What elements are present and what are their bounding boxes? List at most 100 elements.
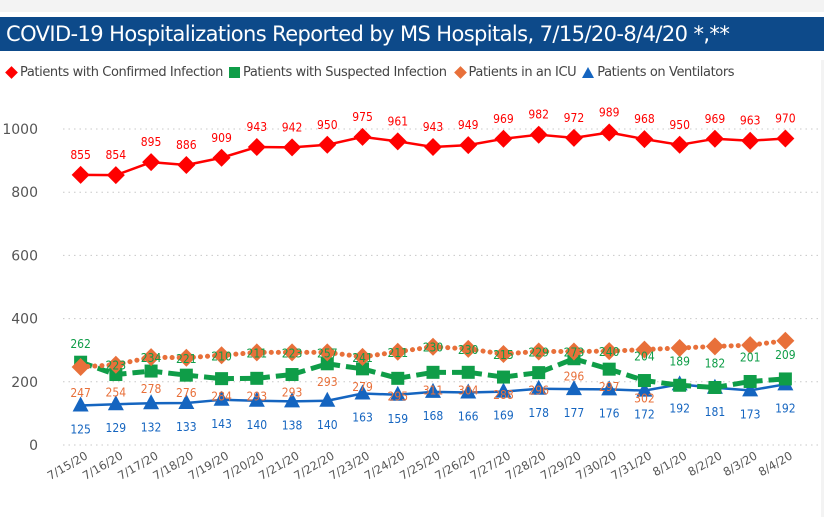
data-point[interactable] (71, 357, 90, 376)
data-point[interactable] (459, 339, 478, 358)
data-point[interactable] (496, 370, 510, 384)
data-point[interactable] (142, 153, 161, 172)
data-point[interactable] (670, 338, 689, 357)
legend-item-confirmed[interactable]: Patients with Confirmed Infection (4, 65, 223, 80)
data-point[interactable] (635, 130, 654, 149)
data-point[interactable] (494, 344, 513, 363)
data-point[interactable] (389, 385, 406, 401)
data-point[interactable] (637, 374, 651, 388)
data-point[interactable] (564, 128, 583, 147)
data-point[interactable] (776, 331, 795, 350)
data-point[interactable] (248, 391, 265, 407)
data-label: 210 (211, 349, 232, 363)
data-point[interactable] (353, 347, 372, 366)
data-point[interactable] (670, 135, 689, 154)
data-point[interactable] (212, 148, 231, 167)
data-point[interactable] (636, 381, 653, 397)
data-point[interactable] (318, 343, 337, 362)
data-point[interactable] (673, 378, 687, 392)
y-tick-label: 0 (29, 438, 38, 454)
data-point[interactable] (215, 372, 229, 386)
data-point[interactable] (565, 380, 582, 396)
data-point[interactable] (495, 382, 512, 398)
data-point[interactable] (320, 357, 334, 371)
data-point[interactable] (107, 395, 124, 411)
data-label: 133 (176, 420, 197, 434)
data-label: 230 (423, 341, 444, 355)
y-tick-label: 200 (11, 375, 38, 391)
legend-item-suspected[interactable]: Patients with Suspected Infection (229, 65, 447, 80)
data-point[interactable] (391, 371, 405, 385)
legend-label: Patients with Confirmed Infection (20, 64, 224, 80)
data-point[interactable] (388, 132, 407, 151)
data-point[interactable] (71, 165, 90, 184)
data-point[interactable] (106, 166, 125, 185)
data-point[interactable] (708, 380, 722, 394)
data-point[interactable] (461, 365, 475, 379)
data-point[interactable] (529, 125, 548, 144)
data-point[interactable] (213, 390, 230, 406)
data-point[interactable] (460, 383, 477, 399)
data-point[interactable] (142, 348, 161, 367)
data-point[interactable] (284, 392, 301, 408)
triangle-marker-icon (582, 66, 595, 78)
data-point[interactable] (532, 366, 546, 380)
data-point[interactable] (705, 129, 724, 148)
data-point[interactable] (743, 374, 757, 388)
data-point[interactable] (600, 123, 619, 142)
data-point[interactable] (356, 362, 370, 376)
data-point[interactable] (529, 342, 548, 361)
y-axis-ticks: 0 200 400 600 800 1000 (2, 122, 38, 454)
data-point[interactable] (564, 342, 583, 361)
data-point[interactable] (741, 336, 760, 355)
data-point[interactable] (319, 391, 336, 407)
data-label: 302 (634, 392, 655, 406)
data-point[interactable] (106, 355, 125, 374)
data-point[interactable] (425, 382, 441, 398)
data-label: 169 (493, 409, 514, 423)
data-point[interactable] (283, 138, 302, 157)
data-point[interactable] (178, 393, 195, 409)
data-point[interactable] (424, 138, 442, 157)
data-point[interactable] (742, 381, 759, 397)
data-point[interactable] (247, 343, 266, 362)
data-point[interactable] (459, 136, 478, 155)
data-label: 296 (528, 384, 549, 398)
data-point[interactable] (424, 337, 442, 356)
legend-item-icu[interactable]: Patients in an ICU (453, 65, 577, 80)
data-point[interactable] (177, 348, 196, 367)
data-label: 254 (106, 386, 127, 400)
data-point[interactable] (318, 135, 337, 154)
data-point[interactable] (602, 362, 616, 376)
data-point[interactable] (778, 372, 792, 386)
data-point[interactable] (143, 394, 160, 410)
data-label: 304 (458, 383, 479, 397)
data-point[interactable] (250, 371, 264, 385)
data-point[interactable] (179, 368, 193, 382)
data-label: 295 (387, 389, 408, 403)
legend-item-ventilators[interactable]: Patients on Ventilators (582, 65, 735, 80)
data-point[interactable] (72, 396, 89, 412)
x-tick-label: 8/1/20 (650, 448, 689, 479)
data-point[interactable] (776, 129, 795, 148)
scrollbar-edge (821, 60, 824, 517)
data-point[interactable] (353, 127, 372, 146)
data-point[interactable] (426, 365, 440, 379)
data-point[interactable] (212, 346, 231, 365)
data-point[interactable] (741, 131, 760, 150)
data-point[interactable] (601, 380, 618, 396)
data-point[interactable] (354, 384, 371, 400)
data-point[interactable] (494, 129, 513, 148)
data-point[interactable] (283, 343, 302, 362)
data-point[interactable] (109, 368, 123, 382)
data-point[interactable] (285, 368, 299, 382)
data-point[interactable] (388, 342, 407, 361)
data-point[interactable] (530, 379, 547, 395)
data-point[interactable] (247, 138, 266, 157)
data-point[interactable] (177, 156, 196, 175)
data-point[interactable] (600, 342, 619, 361)
data-point[interactable] (635, 340, 654, 359)
data-point[interactable] (144, 364, 158, 378)
data-point[interactable] (705, 337, 724, 356)
